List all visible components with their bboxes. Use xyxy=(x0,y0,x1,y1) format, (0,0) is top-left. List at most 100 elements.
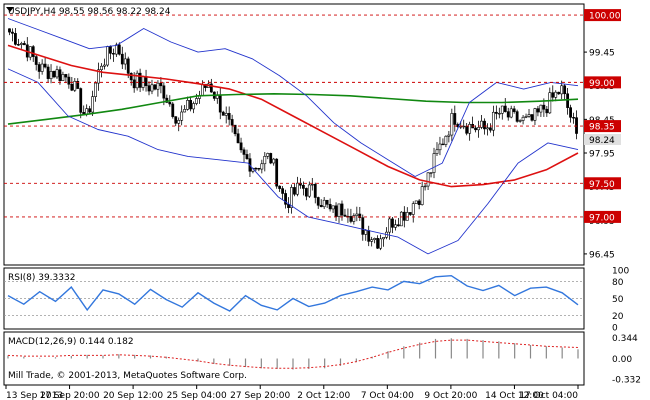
level-label: 98.35 xyxy=(589,123,615,133)
candle-body xyxy=(334,205,338,217)
candle-body xyxy=(480,120,483,128)
time-tick-label: 9 Oct 20:00 xyxy=(424,391,477,400)
candle-body xyxy=(343,214,347,217)
macd-axis: 0.344 0.00 -0.332 xyxy=(612,334,641,385)
candle-body xyxy=(67,76,71,85)
candle-body xyxy=(209,83,213,93)
candle-body xyxy=(382,236,385,240)
candle-body xyxy=(284,193,287,205)
candle-body xyxy=(420,186,424,205)
ma-red-line xyxy=(7,44,579,188)
candle-body xyxy=(55,69,59,78)
candle-body xyxy=(447,134,451,137)
main-plot xyxy=(4,14,584,255)
candle-body xyxy=(364,230,368,235)
macd-plot xyxy=(7,338,579,370)
rsi-plot xyxy=(4,274,584,316)
candle-body xyxy=(254,167,258,170)
dropdown-arrow-icon xyxy=(6,7,14,12)
candle-body xyxy=(533,108,537,121)
candle-body xyxy=(106,46,109,66)
candle-body xyxy=(293,187,296,195)
macd-tick-label: -0.332 xyxy=(612,375,641,385)
candle-body xyxy=(168,102,172,105)
candle-body xyxy=(239,142,243,151)
candle-body xyxy=(497,112,501,115)
candle-body xyxy=(109,46,112,54)
candle-body xyxy=(70,83,74,91)
candle-body xyxy=(230,119,234,126)
candle-body xyxy=(165,97,169,103)
candle-body xyxy=(245,154,249,159)
candle-body xyxy=(310,183,314,186)
candle-body xyxy=(489,127,492,131)
candle-body xyxy=(79,88,83,113)
level-label-box xyxy=(584,210,621,223)
candle-body xyxy=(396,224,400,227)
candle-body xyxy=(575,117,578,134)
candle-body xyxy=(218,94,222,113)
candle-body xyxy=(132,79,136,89)
candle-body xyxy=(349,216,353,222)
candle-body xyxy=(97,69,100,84)
candle-body xyxy=(408,212,412,215)
candle-body xyxy=(325,199,329,205)
macd-tick-label: 0.344 xyxy=(612,334,638,344)
last-price-label: 98.24 xyxy=(589,136,615,146)
candle-body xyxy=(367,230,371,242)
level-label-box xyxy=(584,76,621,89)
candle-body xyxy=(530,114,534,121)
candle-body xyxy=(518,120,522,122)
candle-body xyxy=(515,111,519,122)
candle-body xyxy=(100,65,103,71)
candle-body xyxy=(301,184,305,189)
candle-body xyxy=(275,158,279,187)
candle-body xyxy=(441,143,445,146)
candle-body xyxy=(144,76,148,86)
rsi-tick-label: 50 xyxy=(612,295,624,305)
candle-body xyxy=(414,200,418,204)
candle-body xyxy=(46,66,50,79)
rsi-tick-label: 80 xyxy=(612,278,624,288)
candle-body xyxy=(61,74,65,81)
level-label-box xyxy=(584,177,621,190)
candle-body xyxy=(58,69,62,81)
candle-body xyxy=(373,238,377,240)
candle-body xyxy=(266,153,270,157)
candle-body xyxy=(11,31,14,34)
candle-body xyxy=(379,238,382,249)
candle-body xyxy=(195,98,198,104)
candle-body xyxy=(233,124,237,135)
candle-body xyxy=(483,120,486,130)
candle-body xyxy=(189,100,192,110)
candle-body xyxy=(399,211,403,227)
time-tick-label: 25 Sep 04:00 xyxy=(167,391,227,400)
rsi-tick-label: 0 xyxy=(612,324,618,334)
candle-body xyxy=(358,213,362,218)
candle-body xyxy=(177,120,181,124)
level-label: 99.00 xyxy=(589,79,615,89)
candle-body xyxy=(192,103,195,110)
last-price-box xyxy=(584,134,621,145)
time-tick-label: 27 Sep 20:00 xyxy=(230,391,290,400)
candle-body xyxy=(242,149,246,155)
candle-body xyxy=(159,82,163,87)
candle-body xyxy=(465,125,469,134)
candle-body xyxy=(224,113,228,116)
candle-body xyxy=(438,143,442,151)
candle-body xyxy=(391,218,394,228)
candle-body xyxy=(426,172,430,187)
candle-body xyxy=(183,109,187,113)
candle-body xyxy=(123,58,127,65)
candle-body xyxy=(296,182,299,195)
candle-body xyxy=(521,116,525,121)
candle-body xyxy=(19,43,23,45)
time-tick-label: 17 Oct 04:00 xyxy=(519,391,578,400)
candle-body xyxy=(94,82,97,97)
macd-title: MACD(12,26,9) 0.144 0.182 xyxy=(8,337,134,347)
candle-body xyxy=(138,72,142,88)
candle-body xyxy=(506,111,510,118)
candle-body xyxy=(328,204,332,210)
ma-green-line xyxy=(7,93,579,125)
